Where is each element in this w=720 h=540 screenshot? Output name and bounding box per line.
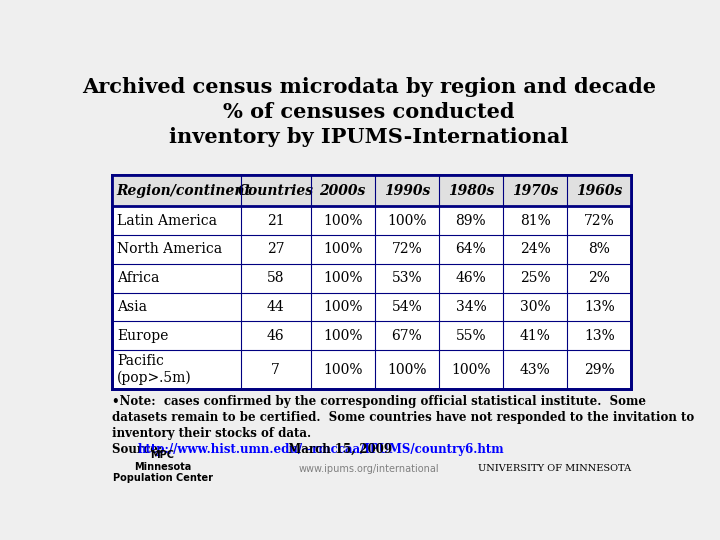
Text: Africa: Africa bbox=[117, 271, 159, 285]
Text: http://www.hist.umn.edu/~rmccaa/IPUMS/country6.htm: http://www.hist.umn.edu/~rmccaa/IPUMS/co… bbox=[138, 443, 505, 456]
Text: 100%: 100% bbox=[323, 271, 362, 285]
Text: 100%: 100% bbox=[323, 329, 362, 343]
Text: 8%: 8% bbox=[588, 242, 610, 256]
Text: 27: 27 bbox=[267, 242, 284, 256]
Text: Region/continent: Region/continent bbox=[117, 184, 252, 198]
Text: 72%: 72% bbox=[584, 213, 615, 227]
Text: 100%: 100% bbox=[323, 213, 362, 227]
Text: North America: North America bbox=[117, 242, 222, 256]
Text: 67%: 67% bbox=[392, 329, 422, 343]
Text: March 15, 2009: March 15, 2009 bbox=[280, 443, 392, 456]
Text: 100%: 100% bbox=[387, 213, 426, 227]
Text: 1970s: 1970s bbox=[512, 184, 558, 198]
Text: 1960s: 1960s bbox=[576, 184, 622, 198]
Text: Latin America: Latin America bbox=[117, 213, 217, 227]
Text: 64%: 64% bbox=[456, 242, 486, 256]
Text: 100%: 100% bbox=[323, 300, 362, 314]
Text: 34%: 34% bbox=[456, 300, 486, 314]
Text: Archived census microdata by region and decade
% of censuses conducted
inventory: Archived census microdata by region and … bbox=[82, 77, 656, 147]
Text: 2000s: 2000s bbox=[320, 184, 366, 198]
Text: 2%: 2% bbox=[588, 271, 610, 285]
Text: 55%: 55% bbox=[456, 329, 486, 343]
Bar bbox=[112, 175, 631, 389]
Text: 100%: 100% bbox=[387, 362, 426, 376]
Text: 54%: 54% bbox=[392, 300, 422, 314]
Text: datasets remain to be certified.  Some countries have not responded to the invit: datasets remain to be certified. Some co… bbox=[112, 411, 695, 424]
Text: •Note:  cases confirmed by the corresponding official statistical institute.  So: •Note: cases confirmed by the correspond… bbox=[112, 395, 647, 408]
Text: 58: 58 bbox=[267, 271, 284, 285]
Text: Source:: Source: bbox=[112, 443, 171, 456]
Text: 1990s: 1990s bbox=[384, 184, 430, 198]
Text: 13%: 13% bbox=[584, 300, 615, 314]
Text: Pacific
(pop>.5m): Pacific (pop>.5m) bbox=[117, 354, 192, 385]
Text: 30%: 30% bbox=[520, 300, 550, 314]
Text: 21: 21 bbox=[267, 213, 284, 227]
Text: 7: 7 bbox=[271, 362, 280, 376]
Text: 100%: 100% bbox=[451, 362, 490, 376]
Text: 41%: 41% bbox=[520, 329, 551, 343]
Text: 43%: 43% bbox=[520, 362, 550, 376]
Text: 53%: 53% bbox=[392, 271, 422, 285]
Text: 72%: 72% bbox=[392, 242, 422, 256]
Text: Countries: Countries bbox=[238, 184, 314, 198]
Text: UNIVERSITY OF MINNESOTA: UNIVERSITY OF MINNESOTA bbox=[478, 464, 631, 474]
Text: 46: 46 bbox=[267, 329, 284, 343]
Text: www.ipums.org/international: www.ipums.org/international bbox=[299, 464, 439, 474]
Text: 25%: 25% bbox=[520, 271, 550, 285]
Text: 24%: 24% bbox=[520, 242, 550, 256]
Text: 29%: 29% bbox=[584, 362, 614, 376]
Text: 100%: 100% bbox=[323, 362, 362, 376]
Text: 89%: 89% bbox=[456, 213, 486, 227]
Text: 46%: 46% bbox=[456, 271, 486, 285]
Text: MPC
Minnesota
Population Center: MPC Minnesota Population Center bbox=[112, 450, 212, 483]
Text: Europe: Europe bbox=[117, 329, 168, 343]
Text: inventory their stocks of data.: inventory their stocks of data. bbox=[112, 427, 312, 440]
Text: 81%: 81% bbox=[520, 213, 550, 227]
Text: Asia: Asia bbox=[117, 300, 147, 314]
Text: 44: 44 bbox=[266, 300, 284, 314]
Text: 100%: 100% bbox=[323, 242, 362, 256]
Text: 1980s: 1980s bbox=[448, 184, 494, 198]
Text: 13%: 13% bbox=[584, 329, 615, 343]
Bar bbox=[112, 175, 631, 206]
